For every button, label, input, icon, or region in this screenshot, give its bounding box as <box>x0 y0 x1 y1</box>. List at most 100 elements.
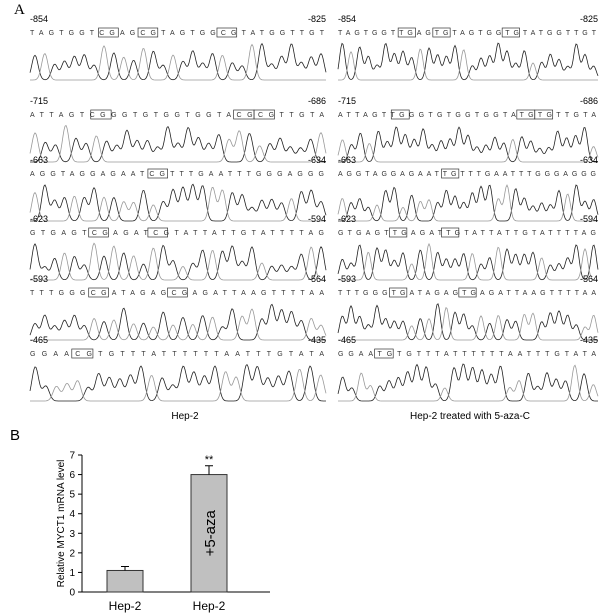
trace <box>338 48 598 81</box>
cpg-box <box>390 109 410 120</box>
trace <box>30 183 327 222</box>
cpg-box <box>374 348 394 359</box>
trace <box>29 363 326 402</box>
cpg-box <box>432 27 451 38</box>
sequence: AGGTAGGAGAATCGTTTGAATTTGGGAGGG <box>30 171 324 178</box>
sequence: TTTGGGTGATAGAGTGAGATTAAGTTTTAA <box>338 290 596 297</box>
trace <box>337 244 599 281</box>
cpg-box <box>137 27 159 38</box>
cpg-box <box>90 109 112 120</box>
trace <box>30 125 326 163</box>
cpg-box <box>167 287 188 298</box>
y-tick-label: 0 <box>69 588 75 599</box>
sequence: TTTGGGCGATAGAGCGAGATTAAGTTTTAA <box>30 290 324 297</box>
sequence: ATTAGTTGGGTGTGGTGGTATGTGTTGTA <box>338 112 596 119</box>
bar <box>106 569 144 593</box>
position-end: -435 <box>580 335 598 345</box>
trace <box>337 184 598 222</box>
y-axis-label: Relative MYCT1 mRNA level <box>56 460 67 588</box>
trace <box>29 42 327 81</box>
position-start: -854 <box>338 14 356 24</box>
cpg-box <box>534 109 554 120</box>
trace <box>337 138 599 163</box>
position-end: -564 <box>308 274 326 284</box>
cpg-box <box>441 168 460 179</box>
position-start: -593 <box>30 274 48 284</box>
trace <box>29 243 327 281</box>
position-end: -686 <box>580 96 598 106</box>
column-caption: Hep-2 treated with 5-aza-C <box>410 411 530 422</box>
cpg-box <box>397 27 416 38</box>
trace <box>30 308 327 341</box>
trace <box>338 184 599 222</box>
position-end: -825 <box>308 14 326 24</box>
cpg-box <box>458 287 477 298</box>
sequence: GGAACGTGTTTATTTTTTAATTTGTATA <box>30 351 324 358</box>
sequence: GTGAGTTGAGATTGTATTATTGTATTTTAG <box>338 230 596 237</box>
panel-label: B <box>10 427 20 444</box>
trace <box>29 303 326 341</box>
x-tick-label: Hep-2 <box>109 599 142 613</box>
y-tick-label: 4 <box>69 509 75 520</box>
cpg-box <box>441 227 460 238</box>
cpg-box <box>501 27 520 38</box>
column-caption: Hep-2 <box>171 411 199 422</box>
cpg-box <box>216 27 238 38</box>
position-start: -715 <box>30 96 48 106</box>
error-bar <box>121 566 129 571</box>
trace <box>30 368 327 402</box>
sequence: TAGTGGTCGAGCGTAGTGGCGTATGGTTGT <box>30 30 325 37</box>
position-start: -465 <box>30 335 48 345</box>
trace <box>29 186 326 222</box>
bar-label: +5-aza <box>202 509 219 556</box>
sequence: ATTAGTCGGGTGTGGTGGTACGCGTTGTA <box>30 112 324 119</box>
cpg-box <box>147 227 168 238</box>
cpg-box <box>389 287 408 298</box>
trace <box>337 303 598 341</box>
trace <box>337 42 599 81</box>
position-end: -594 <box>580 214 598 224</box>
cpg-box <box>88 287 109 298</box>
cpg-box <box>71 348 94 359</box>
trace <box>338 364 599 402</box>
y-tick-label: 7 <box>69 451 75 462</box>
sequence: GTGAGTCGAGATCGTATTATTGTATTTTAG <box>30 230 324 237</box>
sequence: AGGTAGGAGAATTGTTTGAATTTGGGAGGG <box>338 171 596 178</box>
y-tick-label: 5 <box>69 490 75 501</box>
x-tick-label: Hep-2 <box>193 599 226 613</box>
panel-label: A <box>14 2 25 18</box>
position-start: -465 <box>338 335 356 345</box>
error-bar <box>205 465 213 475</box>
position-end: -435 <box>308 335 326 345</box>
trace <box>29 124 327 163</box>
bar <box>190 474 228 593</box>
y-tick-label: 3 <box>69 529 75 540</box>
trace <box>338 126 598 163</box>
y-tick-label: 1 <box>69 568 75 579</box>
position-start: -623 <box>30 214 48 224</box>
cpg-box <box>88 227 109 238</box>
position-end: -686 <box>308 96 326 106</box>
cpg-box <box>98 27 119 38</box>
position-end: -634 <box>580 155 598 165</box>
y-tick-label: 6 <box>69 470 75 481</box>
position-start: -663 <box>30 155 48 165</box>
cpg-box <box>253 109 275 120</box>
sequence: TAGTGGTTGAGTGTAGTGGTGTATGGTTGT <box>338 30 597 37</box>
position-start: -593 <box>338 274 356 284</box>
position-start: -715 <box>338 96 356 106</box>
position-end: -594 <box>308 214 326 224</box>
position-start: -663 <box>338 155 356 165</box>
position-end: -825 <box>580 14 598 24</box>
trace <box>30 43 326 81</box>
position-end: -564 <box>580 274 598 284</box>
significance: ** <box>205 454 214 466</box>
cpg-box <box>147 168 168 179</box>
trace <box>338 307 599 341</box>
trace <box>338 242 598 281</box>
trace <box>30 242 326 281</box>
cpg-box <box>389 227 408 238</box>
trace <box>337 363 598 402</box>
position-end: -634 <box>308 155 326 165</box>
